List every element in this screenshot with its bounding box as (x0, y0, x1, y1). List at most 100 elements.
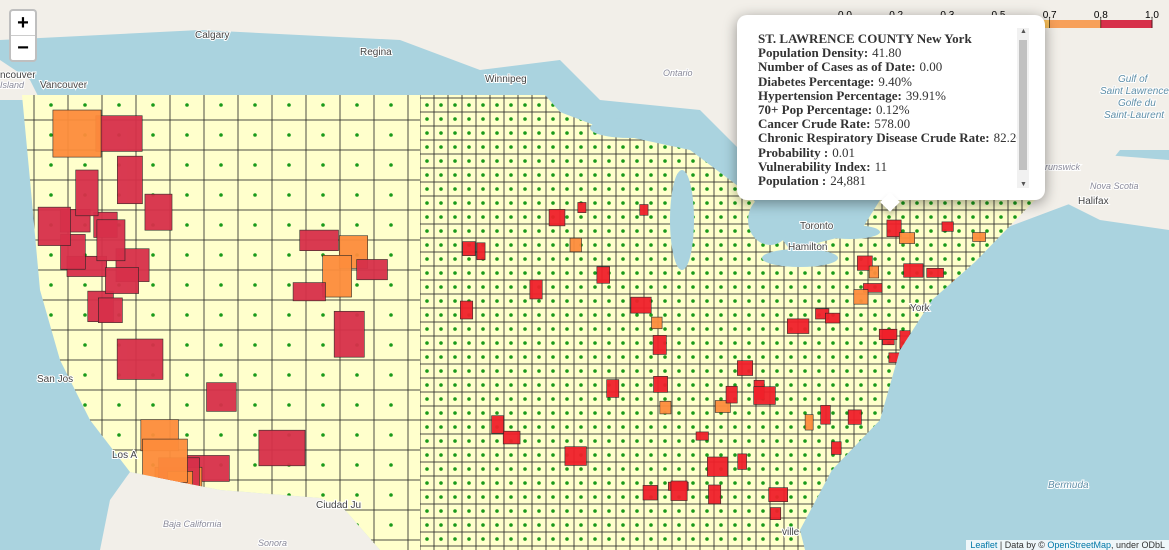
hot-county (577, 202, 587, 213)
hot-county (462, 241, 476, 256)
hot-county (659, 400, 672, 415)
hot-county (737, 453, 747, 470)
legend-swatch (1100, 20, 1153, 28)
hot-county (878, 328, 898, 340)
osm-link[interactable]: OpenStreetMap (1047, 540, 1111, 550)
field-label: Number of Cases as of Date: (758, 59, 916, 75)
hot-county (786, 318, 810, 334)
scroll-down[interactable]: ▼ (1020, 181, 1027, 188)
map-label: ncouver (0, 70, 36, 81)
hot-county (996, 464, 1007, 482)
field-label: Cancer Crude Rate: (758, 116, 871, 132)
map-label: Vancouver (40, 80, 88, 91)
lake (820, 225, 880, 239)
map-label: Nova Scotia (1090, 181, 1139, 191)
hot-county (919, 476, 933, 493)
hot-county (37, 206, 71, 246)
field-label: 70+ Pop Percentage: (758, 102, 873, 118)
hot-county (899, 346, 919, 366)
field-value: 41.80 (872, 45, 902, 61)
map-label: Golfe du (1118, 98, 1156, 109)
leaflet-link[interactable]: Leaflet (970, 540, 998, 550)
legend-tick-label: 0.7 (1043, 10, 1057, 21)
hot-county (206, 382, 237, 412)
scroll-up[interactable]: ▲ (1020, 28, 1027, 35)
field-value: 11 (874, 158, 888, 174)
hot-county (899, 330, 911, 349)
field-value: 39.91% (905, 87, 946, 103)
hot-county (502, 430, 521, 445)
hot-county (976, 306, 989, 319)
popup-row: Population Density: 41.80 (758, 46, 1018, 60)
hot-county (708, 484, 722, 505)
popup-row: Probability :0.01 (758, 144, 1018, 160)
hot-county (941, 221, 954, 232)
hot-county (903, 263, 924, 278)
hot-county (322, 255, 352, 298)
map-label: Saint-Laurent (1104, 110, 1165, 121)
map-label: Toronto (800, 221, 834, 232)
field-value: 0.12% (876, 102, 910, 118)
hot-county (831, 441, 842, 455)
hot-county (653, 376, 668, 393)
popup-row: Number of Cases as of Date: 0.00 (758, 60, 1018, 74)
map-label: Ciudad Ju (316, 500, 361, 511)
hot-county (926, 268, 944, 278)
zoom-in[interactable]: + (17, 12, 29, 34)
scroll-thumb[interactable] (1019, 40, 1027, 170)
hot-county (825, 312, 841, 324)
hot-county (639, 204, 649, 216)
lake (670, 170, 694, 270)
hot-county (972, 232, 986, 242)
map-label: Regina (360, 47, 392, 58)
hot-county (956, 403, 972, 421)
hot-county (979, 500, 994, 510)
hot-county (967, 435, 990, 453)
lake (762, 249, 838, 267)
map-label: Halifax (1078, 196, 1109, 207)
field-label: Population : (758, 173, 827, 189)
hot-county (98, 297, 123, 323)
field-label: Vulnerability Index: (758, 158, 871, 174)
field-label: Probability : (758, 144, 829, 160)
field-label: Diabetes Percentage: (758, 73, 875, 89)
hot-county (888, 352, 906, 363)
hot-county (548, 209, 566, 227)
hot-county (955, 480, 965, 494)
map-label: Hamilton (788, 242, 827, 253)
scrollbar[interactable]: ▲ ▼ (1017, 28, 1029, 188)
field-label: Hypertension Percentage: (758, 87, 902, 103)
hot-county (491, 415, 505, 434)
lake (590, 118, 670, 138)
hot-county (951, 279, 971, 298)
map-label: York (910, 303, 931, 314)
hot-county (630, 296, 652, 314)
hot-county (842, 464, 859, 475)
popup-title: ST. LAWRENCE COUNTY New York (758, 31, 972, 46)
map-label: runswick (1045, 162, 1081, 172)
lake (748, 195, 792, 245)
hot-county (975, 331, 997, 343)
zoom-out[interactable]: − (11, 35, 35, 60)
popup-row: Cancer Crude Rate: 578.00 (758, 117, 1018, 131)
field-value: 0.00 (919, 59, 943, 75)
popup-content: ST. LAWRENCE COUNTY New York Population … (758, 31, 1023, 189)
hot-county (105, 267, 139, 294)
map-label: Baja California (163, 519, 222, 529)
hot-county (695, 431, 709, 441)
hot-county (258, 429, 306, 467)
popup-row: Chronic Respiratory Disease Crude Rate: 8… (758, 131, 1023, 145)
field-value: 0.01 (832, 144, 855, 160)
hot-county (804, 414, 814, 431)
hot-county (769, 507, 782, 520)
hot-county (142, 438, 188, 483)
hot-county (333, 310, 365, 358)
map-label: Calgary (195, 30, 229, 41)
hot-county (902, 431, 919, 448)
maritimes-land (1040, 150, 1169, 230)
popup-row: Hypertension Percentage: 39.91% (758, 87, 1018, 103)
map-label: Bermuda (1048, 480, 1089, 491)
hot-county (725, 385, 738, 404)
map-label: ville (782, 527, 800, 538)
